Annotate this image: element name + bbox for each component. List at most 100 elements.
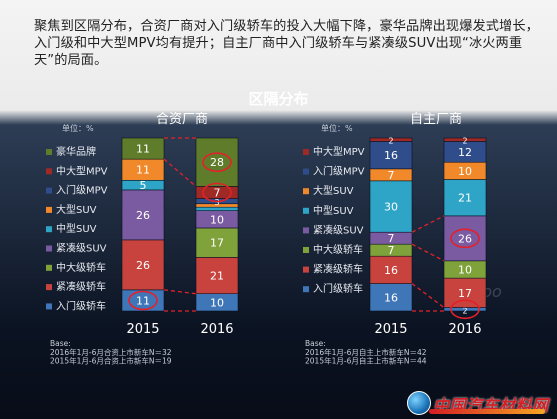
- bar-segment-入门级轿车-2015: [369, 283, 413, 312]
- data-label-中大级轿车-2016: 10: [458, 263, 472, 276]
- highlight-circle-0-1: [202, 182, 232, 203]
- bar-segment-紧凑级SUV-2015: [121, 189, 165, 241]
- data-label-中型SUV-2015: 30: [384, 201, 398, 214]
- chart-title: 区隔分布: [248, 90, 308, 108]
- highlight-connector-bottom-0-1: [163, 158, 197, 187]
- legend-swatch-大型SUV: [46, 206, 52, 213]
- legend-label-中型SUV: 中型SUV: [313, 204, 354, 217]
- data-label-中大型MPV-2015: 2: [388, 137, 393, 146]
- legend-label-入门级MPV: 入门级MPV: [313, 165, 365, 178]
- legend-swatch-紧凑级轿车: [303, 266, 309, 273]
- bar-segment-中型SUV-2016: [443, 179, 487, 217]
- logo-swoosh-icon: [429, 409, 545, 414]
- bar-segment-中大级轿车-2016: [195, 227, 239, 258]
- data-label-中型SUV-2016: 21: [458, 192, 472, 205]
- legend-swatch-紧凑级轿车: [46, 284, 52, 291]
- base-line-1-0: 2016年1月-6月自主上市新车N＝42: [305, 347, 427, 357]
- data-label-紧凑级SUV-2016: 26: [458, 232, 472, 245]
- legend-swatch-紧凑级SUV: [46, 245, 52, 252]
- data-label-紧凑级轿车-2015: 16: [384, 264, 398, 277]
- data-label-中大级轿车-2016: 17: [210, 237, 224, 250]
- legend-label-入门级MPV: 入门级MPV: [56, 184, 108, 197]
- legend-swatch-大型SUV: [303, 188, 309, 195]
- legend-label-中型SUV: 中型SUV: [56, 222, 97, 235]
- x-tick-1-2015: 2015: [374, 322, 407, 337]
- legend-label-入门级轿车: 入门级轿车: [56, 299, 106, 312]
- globe-icon: [407, 391, 431, 415]
- bar-segment-紧凑级轿车-2016: [443, 277, 487, 308]
- data-label-入门级MPV-2015: 16: [384, 149, 398, 162]
- legend-label-豪华品牌: 豪华品牌: [56, 145, 96, 158]
- data-label-中大级轿车-2015: 7: [388, 244, 395, 257]
- data-label-豪华品牌-2016: 28: [210, 156, 224, 169]
- data-label-紧凑级轿车-2015: 26: [136, 259, 150, 272]
- data-label-入门级轿车-2015: 16: [384, 291, 398, 304]
- legend-swatch-中大型MPV: [303, 149, 309, 155]
- legend-label-中大型MPV: 中大型MPV: [313, 145, 365, 158]
- highlight-connector-top-1-0: [411, 283, 445, 309]
- bar-segment-紧凑级轿车-2015: [369, 255, 413, 284]
- bar-segment-中型SUV-2016: [195, 206, 239, 211]
- data-label-紧凑级SUV-2015: 26: [136, 209, 150, 222]
- legend-label-紧凑级轿车: 紧凑级轿车: [56, 280, 106, 293]
- data-label-中大型MPV-2016: 7: [214, 186, 221, 199]
- legend-label-大型SUV: 大型SUV: [313, 184, 354, 197]
- data-label-紧凑级轿车-2016: 17: [458, 287, 472, 300]
- base-title-0: Base:: [50, 339, 71, 348]
- data-label-入门级MPV-2016: 12: [458, 146, 472, 159]
- legend-swatch-入门级轿车: [303, 286, 309, 293]
- headline-text: 聚焦到区隔分布，合资厂商对入门级轿车的投入大幅下降，豪华品牌出现爆发式增长，入门…: [34, 19, 539, 68]
- x-tick-0-2015: 2015: [126, 322, 159, 337]
- legend-label-紧凑级SUV: 紧凑级SUV: [56, 242, 107, 255]
- unit-label-1: 单位：%: [321, 123, 353, 133]
- unit-label-0: 单位：%: [62, 123, 94, 133]
- base-title-1: Base:: [305, 339, 326, 348]
- bar-segment-中大型MPV-2015: [369, 137, 413, 142]
- legend-swatch-入门级MPV: [303, 168, 309, 175]
- data-label-紧凑级SUV-2016: 10: [210, 213, 224, 226]
- legend-swatch-中型SUV: [46, 226, 52, 233]
- bar-segment-豪华品牌-2015: [121, 137, 165, 160]
- base-line-0-1: 2015年1月-6月合资上市新车N＝19: [50, 356, 172, 366]
- legend-label-入门级轿车: 入门级轿车: [313, 282, 363, 295]
- data-label-大型SUV-2015: 7: [388, 169, 395, 182]
- highlight-connector-bottom-1-1: [411, 243, 445, 262]
- highlight-circle-0-0: [128, 290, 158, 311]
- base-line-1-1: 2015年1月-6月自主上市新车N＝44: [305, 356, 427, 366]
- bar-segment-入门级MPV-2015: [369, 141, 413, 170]
- data-label-中型SUV-2015: 5: [140, 179, 147, 192]
- legend-swatch-中型SUV: [303, 207, 309, 214]
- legend-swatch-豪华品牌: [46, 149, 52, 155]
- legend-swatch-紧凑级SUV: [303, 227, 309, 234]
- data-label-大型SUV-2015: 11: [136, 164, 150, 177]
- legend-label-紧凑级SUV: 紧凑级SUV: [313, 223, 364, 236]
- legend-label-中大型MPV: 中大型MPV: [56, 164, 108, 177]
- highlight-circle-1-1: [450, 228, 480, 249]
- data-label-入门级MPV-2016: 3: [214, 198, 219, 207]
- highlight-connector-top-1-1: [411, 215, 445, 233]
- highlight-circle-0-2: [202, 152, 232, 173]
- highlight-connector-top-0-0: [163, 289, 197, 295]
- data-label-豪华品牌-2015: 11: [136, 143, 150, 156]
- data-label-入门级轿车-2015: 11: [136, 294, 150, 307]
- legend-swatch-入门级轿车: [46, 303, 52, 310]
- bar-segment-紧凑级轿车-2016: [195, 257, 239, 294]
- legend-label-中大级轿车: 中大级轿车: [56, 261, 106, 274]
- base-line-0-0: 2016年1月-6月合资上市新车N＝32: [50, 347, 172, 357]
- bar-segment-中大型MPV-2016: [443, 137, 487, 142]
- legend-swatch-入门级MPV: [46, 187, 52, 194]
- data-label-入门级轿车-2016: 10: [210, 296, 224, 309]
- data-label-紧凑级轿车-2016: 21: [210, 270, 224, 283]
- highlight-circle-1-0: [450, 299, 480, 320]
- data-label-入门级轿车-2016: 2: [462, 306, 467, 315]
- legend-label-中大级轿车: 中大级轿车: [313, 243, 363, 256]
- data-label-大型SUV-2016: 10: [458, 165, 472, 178]
- legend-swatch-中大级轿车: [303, 247, 309, 253]
- data-label-紧凑级SUV-2015: 7: [388, 232, 395, 245]
- panel-title-1: 自主厂商: [410, 112, 462, 127]
- legend-swatch-中大型MPV: [46, 168, 52, 175]
- panel-title-0: 合资厂商: [156, 112, 208, 127]
- legend-label-紧凑级轿车: 紧凑级轿车: [313, 263, 363, 276]
- bar-segment-中型SUV-2015: [369, 180, 413, 233]
